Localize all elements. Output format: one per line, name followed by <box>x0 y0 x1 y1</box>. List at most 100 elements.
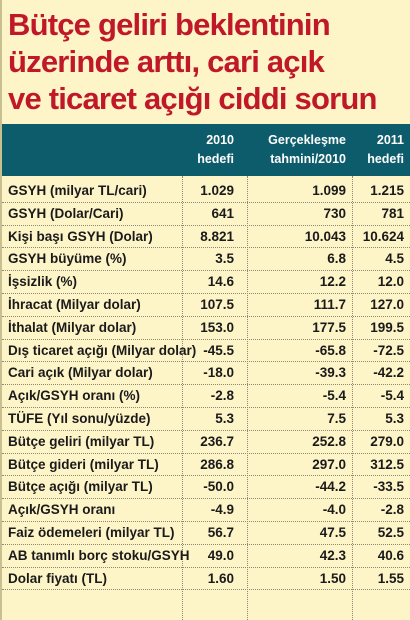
value-2010-estimate: 42.3 <box>319 547 346 563</box>
row-label: Kişi başı GSYH (Dolar) <box>8 228 153 244</box>
table-row: Açık/GSYH oranı (%) -2.8 -5.4 -5.4 <box>2 385 410 408</box>
value-2010-target: 14.6 <box>207 274 234 290</box>
column-divider <box>352 176 353 620</box>
value-2010-estimate: -5.4 <box>322 388 346 404</box>
value-2010-target: 56.7 <box>207 524 234 540</box>
value-2010-estimate: -44.2 <box>315 479 346 495</box>
value-2010-estimate: 7.5 <box>327 410 346 426</box>
value-2010-target: 107.5 <box>200 296 234 312</box>
row-label: Açık/GSYH oranı (%) <box>8 388 141 404</box>
table-row: GSYH büyüme (%) 3.5 6.8 4.5 <box>2 248 410 272</box>
value-2010-estimate: 47.5 <box>319 524 346 540</box>
header-2010-estimate: Gerçekleşme tahmini/2010 <box>268 131 346 169</box>
header-2010-estimate-line-1: Gerçekleşme <box>268 133 346 147</box>
row-label: TÜFE (Yıl sonu/yüzde) <box>8 410 151 426</box>
table-row: AB tanımlı borç stoku/GSYH 49.0 42.3 40.6 <box>2 545 410 568</box>
table-row: Dolar fiyatı (TL) 1.60 1.50 1.55 <box>2 568 410 591</box>
row-label: Dış ticaret açığı (Milyar dolar) <box>8 342 197 358</box>
value-2011-target: 781 <box>381 205 404 221</box>
header-2010-target-line-1: 2010 <box>206 133 234 147</box>
table-row: Bütçe geliri (milyar TL) 236.7 252.8 279.0 <box>2 431 410 454</box>
row-label: Bütçe açığı (milyar TL) <box>8 479 153 495</box>
table-row: Cari açık (Milyar dolar) -18.0 -39.3 -42.2 <box>2 362 410 386</box>
value-2010-estimate: 1.099 <box>312 183 346 198</box>
value-2011-target: 1.215 <box>370 183 404 198</box>
headline-line-2: üzerinde arttı, cari açık <box>8 44 325 79</box>
value-2010-target: 286.8 <box>200 456 234 472</box>
value-2010-estimate: 6.8 <box>327 251 346 267</box>
value-2011-target: -5.4 <box>380 388 404 404</box>
value-2010-target: 641 <box>211 205 234 221</box>
header-2011-target-line-2: hedefi <box>367 152 404 166</box>
headline: Bütçe geliri beklentinin üzerinde arttı,… <box>2 0 410 122</box>
row-label: İthalat (Milyar dolar) <box>8 319 137 335</box>
value-2010-estimate: 252.8 <box>312 433 346 449</box>
value-2011-target: -42.2 <box>373 365 404 381</box>
header-2010-target: 2010 hedefi <box>197 131 234 169</box>
value-2010-estimate: -39.3 <box>315 365 346 381</box>
value-2010-target: -4.9 <box>210 502 234 518</box>
value-2011-target: -72.5 <box>373 342 404 358</box>
table-row: GSYH (milyar TL/cari) 1.029 1.099 1.215 <box>2 180 410 203</box>
value-2010-estimate: 10.043 <box>304 228 346 244</box>
value-2010-estimate: -65.8 <box>315 342 346 358</box>
value-2010-target: -45.5 <box>203 342 234 358</box>
value-2011-target: 279.0 <box>370 433 404 449</box>
row-label: İhracat (Milyar dolar) <box>8 296 141 312</box>
value-2010-estimate: 111.7 <box>313 296 346 312</box>
value-2010-target: -50.0 <box>203 479 234 495</box>
table-row: Bütçe açığı (milyar TL) -50.0 -44.2 -33.5 <box>2 476 410 500</box>
row-label: Cari açık (Milyar dolar) <box>8 365 153 381</box>
value-2010-target: 1.60 <box>207 570 234 586</box>
table-row: Dış ticaret açığı (Milyar dolar) -45.5 -65… <box>2 340 410 363</box>
header-2011-target: 2011 hedefi <box>367 131 404 169</box>
value-2011-target: 312.5 <box>370 456 404 472</box>
row-label: GSYH (Dolar/Cari) <box>8 205 124 221</box>
value-2010-estimate: 1.50 <box>319 570 346 586</box>
row-label: Faiz ödemeleri (milyar TL) <box>8 524 175 540</box>
value-2010-target: 3.5 <box>215 251 234 267</box>
value-2010-target: -18.0 <box>203 365 234 381</box>
value-2010-target: 8.821 <box>200 228 234 244</box>
table-row: Açık/GSYH oranı -4.9 -4.0 -2.8 <box>2 499 410 522</box>
value-2011-target: 52.5 <box>377 524 404 540</box>
row-label: Dolar fiyatı (TL) <box>8 570 108 586</box>
value-2010-target: 153.0 <box>200 319 234 335</box>
value-2010-target: 5.3 <box>215 410 234 426</box>
table-row: Kişi başı GSYH (Dolar) 8.821 10.043 10.624 <box>2 226 410 249</box>
value-2011-target: 4.5 <box>385 251 404 267</box>
table-row: Faiz ödemeleri (milyar TL) 56.7 47.5 52.5 <box>2 522 410 545</box>
value-2011-target: 10.624 <box>362 228 404 244</box>
value-2011-target: -33.5 <box>373 479 404 495</box>
value-2010-estimate: 730 <box>323 205 346 221</box>
value-2010-estimate: -4.0 <box>322 502 346 518</box>
table-row: TÜFE (Yıl sonu/yüzde) 5.3 7.5 5.3 <box>2 408 410 431</box>
row-label: Açık/GSYH oranı <box>8 502 116 518</box>
value-2010-estimate: 177.5 <box>312 319 346 335</box>
row-label: GSYH büyüme (%) <box>8 251 127 267</box>
headline-line-3: ve ticaret açığı ciddi sorun <box>8 81 377 116</box>
row-label: GSYH (milyar TL/cari) <box>8 183 147 198</box>
value-2011-target: 127.0 <box>370 296 404 312</box>
table-row: GSYH (Dolar/Cari) 641 730 781 <box>2 203 410 226</box>
value-2011-target: 199.5 <box>370 319 404 335</box>
value-2010-estimate: 297.0 <box>312 456 346 472</box>
value-2010-target: 1.029 <box>200 183 234 198</box>
row-label: İşsizlik (%) <box>8 274 78 290</box>
table-header: 2010 hedefi Gerçekleşme tahmini/2010 201… <box>2 124 410 176</box>
table-body: GSYH (milyar TL/cari) 1.029 1.099 1.215 GSYH… <box>2 180 410 591</box>
value-2011-target: 5.3 <box>385 410 404 426</box>
column-divider <box>247 176 248 620</box>
column-divider <box>182 176 183 620</box>
value-2011-target: 1.55 <box>377 570 404 586</box>
table-row: İşsizlik (%) 14.6 12.2 12.0 <box>2 271 410 294</box>
table-row: İthalat (Milyar dolar) 153.0 177.5 199.5 <box>2 317 410 340</box>
header-2010-target-line-2: hedefi <box>197 152 234 166</box>
value-2010-estimate: 12.2 <box>319 274 346 290</box>
value-2011-target: 40.6 <box>377 547 404 563</box>
value-2010-target: -2.8 <box>210 388 234 404</box>
value-2010-target: 49.0 <box>207 547 234 563</box>
table-row: İhracat (Milyar dolar) 107.5 111.7 127.0 <box>2 294 410 317</box>
row-label: Bütçe gideri (milyar TL) <box>8 456 159 472</box>
value-2011-target: -2.8 <box>380 502 404 518</box>
